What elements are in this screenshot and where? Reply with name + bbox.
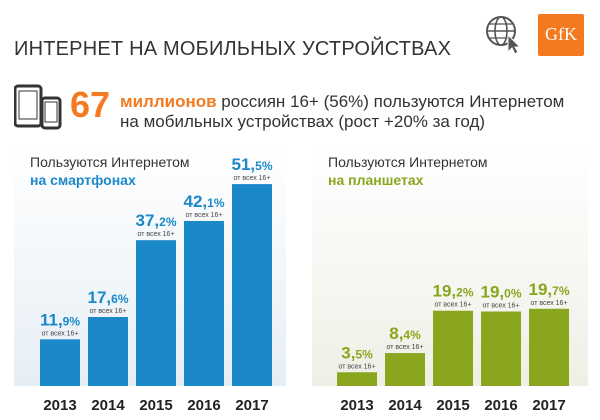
smartphones-value-label-2014: 17,6% (88, 288, 129, 307)
tablets-value-label-2015: 19,2% (433, 282, 474, 301)
smartphones-bar-2016 (184, 220, 224, 386)
logo-text: GfK (545, 24, 577, 44)
tablets-value-label-2014: 8,4% (389, 324, 421, 343)
tablets-tick-label-2014: 2014 (388, 397, 422, 414)
tablets-bar-2015 (433, 310, 473, 386)
tablets-bar-2017 (529, 308, 569, 386)
tablets-tick-label-2015: 2015 (436, 397, 469, 414)
smartphones-chart-title: Пользуются Интернетом (30, 154, 190, 170)
smartphones-bar-2017 (232, 184, 272, 386)
smartphones-bar-2015 (136, 240, 176, 386)
tablets-note-2015: от всех 16+ (434, 302, 471, 309)
smartphones-tick-label-2015: 2015 (139, 397, 172, 414)
smartphones-tick-label-2013: 2013 (43, 397, 76, 414)
smartphones-note-2013: от всех 16+ (41, 330, 78, 337)
headline-line-2: на мобильных устройствах (рост +20% за г… (120, 112, 486, 131)
headline-line-1: миллионов россиян 16+ (56%) пользуются И… (120, 92, 564, 112)
tablets-tick-label-2013: 2013 (340, 397, 373, 414)
globe-cursor-icon (486, 16, 522, 54)
smartphones-note-2016: от всех 16+ (185, 212, 222, 219)
tablets-note-2013: от всех 16+ (338, 363, 375, 370)
headline-number: 67 (70, 84, 111, 125)
headline-line-1-rest: россиян 16+ (56%) пользуются Интернетом (216, 92, 565, 111)
tablets-note-2017: от всех 16+ (530, 300, 567, 307)
tablets-value-label-2016: 19,0% (481, 283, 522, 302)
smartphones-tick-label-2017: 2017 (235, 397, 268, 414)
smartphones-value-label-2013: 11,9% (40, 310, 80, 329)
smartphones-chart-subtitle: на смартфонах (30, 172, 136, 188)
smartphones-tick-label-2016: 2016 (187, 397, 220, 414)
tablets-value-label-2017: 19,7% (529, 280, 570, 299)
tablets-bar-2013 (337, 372, 377, 386)
smartphones-note-2014: от всех 16+ (89, 308, 126, 315)
tablets-tick-label-2017: 2017 (532, 397, 565, 414)
tablets-bar-2014 (385, 353, 425, 386)
smartphones-tick-label-2014: 2014 (91, 397, 125, 414)
smartphones-value-label-2017: 51,5% (232, 155, 273, 174)
tablets-tick-label-2016: 2016 (484, 397, 517, 414)
tablets-bar-2016 (481, 311, 521, 386)
devices-icon (14, 84, 62, 130)
smartphones-bar-2013 (40, 339, 80, 386)
smartphones-note-2015: от всех 16+ (137, 231, 174, 238)
tablets-chart-subtitle: на планшетах (328, 172, 424, 188)
page-title: ИНТЕРНЕТ НА МОБИЛЬНЫХ УСТРОЙСТВАХ (14, 38, 452, 60)
tablets-note-2016: от всех 16+ (482, 303, 519, 310)
smartphones-bar-2014 (88, 317, 128, 386)
smartphones-value-label-2016: 42,1% (184, 192, 225, 211)
tablets-note-2014: от всех 16+ (386, 344, 423, 351)
tablets-chart-title: Пользуются Интернетом (328, 154, 488, 170)
headline-unit: миллионов (120, 92, 217, 111)
smartphones-value-label-2015: 37,2% (136, 211, 177, 230)
smartphones-note-2017: от всех 16+ (233, 175, 270, 182)
gfk-logo: GfK (538, 14, 584, 56)
tablets-value-label-2013: 3,5% (341, 343, 373, 362)
